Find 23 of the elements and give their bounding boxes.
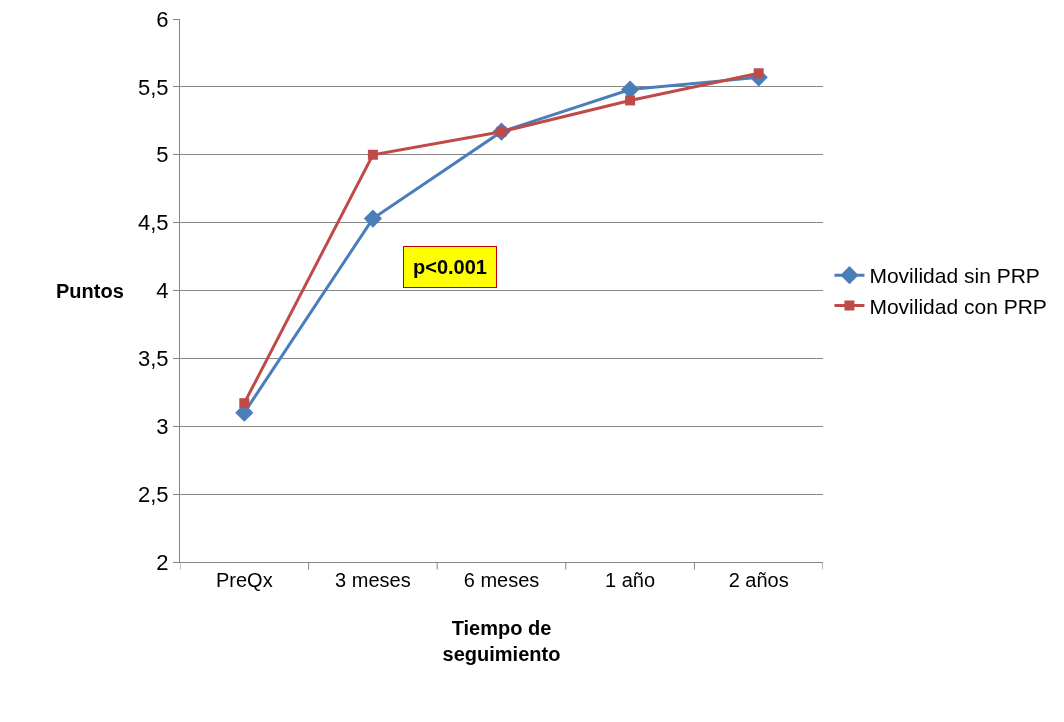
y-tick-label: 4 xyxy=(156,278,169,304)
point xyxy=(363,209,382,228)
x-tick-label: 6 meses xyxy=(463,569,540,591)
point xyxy=(625,95,636,106)
annotation: p<0.001 xyxy=(413,256,487,278)
x-tick-label: 3 meses xyxy=(335,569,411,591)
x-tick-label: 1 año xyxy=(605,569,656,591)
y-tick-label: 3 xyxy=(156,413,169,439)
y-axis-title: Puntos xyxy=(56,280,124,302)
y-tick-label: 4,5 xyxy=(138,210,169,236)
y-tick-label: 2,5 xyxy=(138,481,169,507)
y-tick-label: 6 xyxy=(156,6,169,32)
y-tick-label: 5 xyxy=(156,142,169,168)
point xyxy=(239,398,250,409)
y-tick-label: 5,5 xyxy=(138,74,169,100)
point xyxy=(367,149,378,160)
x-tick-label: PreQx xyxy=(215,569,273,591)
x-axis-title: Tiempo de seguimiento xyxy=(442,616,561,665)
legend-label: Movilidad con PRP xyxy=(869,294,1047,318)
y-tick-label: 3,5 xyxy=(138,346,169,372)
legend-label: Movilidad sin PRP xyxy=(869,264,1040,288)
x-tick-label: 2 años xyxy=(728,569,789,591)
y-tick-label: 2 xyxy=(156,549,169,575)
